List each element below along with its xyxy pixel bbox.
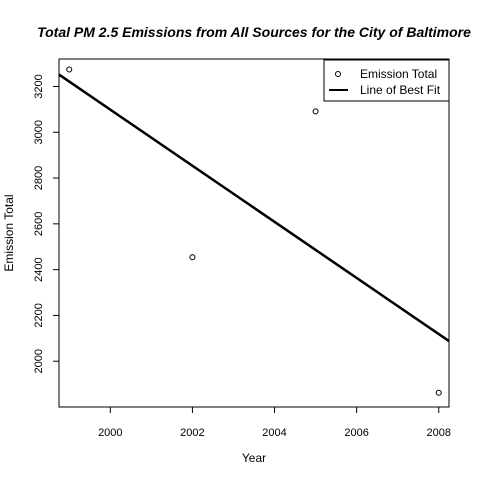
- chart-title: Total PM 2.5 Emissions from All Sources …: [37, 24, 471, 40]
- legend-box: [323, 59, 450, 102]
- plot-marks: [58, 66, 450, 396]
- y-tick-label: 3000: [33, 120, 45, 144]
- x-axis: 2000 2002 2004 2006 2008: [98, 407, 451, 439]
- legend-point-symbol: [335, 71, 341, 77]
- x-axis-label: Year: [242, 451, 266, 465]
- x-tick-label: 2008: [426, 427, 450, 439]
- y-tick-label: 3200: [33, 74, 45, 98]
- data-point: [435, 389, 442, 396]
- x-tick-label: 2006: [344, 427, 368, 439]
- y-axis: 2000 2200 2400 2600 2800 3000 3200: [33, 74, 59, 373]
- y-tick-label: 2400: [33, 257, 45, 281]
- data-point: [66, 66, 73, 73]
- y-axis-label: Emission Total: [2, 194, 16, 271]
- legend-label-line-of-best-fit: Line of Best Fit: [360, 83, 441, 97]
- x-tick-label: 2004: [262, 427, 286, 439]
- legend-label-emission-total: Emission Total: [360, 67, 437, 81]
- plot-frame: [58, 58, 450, 408]
- best-fit-line: [58, 73, 450, 343]
- y-tick-label: 2600: [33, 212, 45, 236]
- legend: Emission Total Line of Best Fit: [323, 59, 450, 102]
- data-point: [189, 254, 196, 261]
- y-tick-label: 2800: [33, 166, 45, 190]
- x-tick-label: 2000: [98, 427, 122, 439]
- data-point: [312, 108, 319, 115]
- x-tick-label: 2002: [180, 427, 204, 439]
- y-tick-label: 2000: [33, 349, 45, 373]
- y-tick-label: 2200: [33, 303, 45, 327]
